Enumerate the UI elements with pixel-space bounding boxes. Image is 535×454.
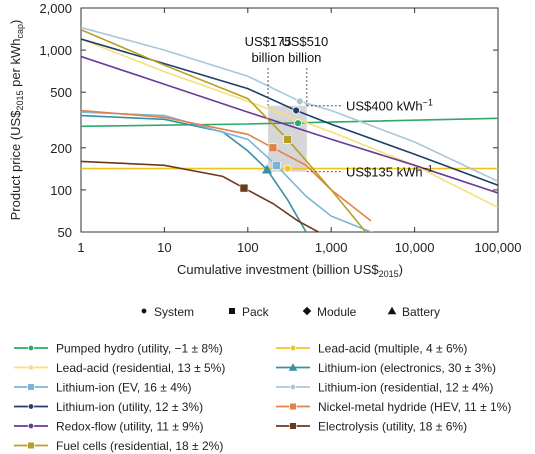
series-legend-marker (289, 344, 297, 352)
marker-legend-symbol (140, 307, 148, 315)
y-axis-label-sub1: 2015 (15, 91, 25, 111)
y-axis-label-part3: ) (8, 20, 23, 24)
series-markers (239, 97, 304, 193)
series-legend-marker (27, 383, 35, 391)
annotation-price-400: US$400 kWh−1 (346, 98, 433, 114)
series-legend-label: Redox-flow (utility, 11 ± 9%) (56, 420, 204, 434)
series-legend-marker (27, 364, 35, 371)
marker-legend-label: Module (317, 305, 357, 319)
series-legend-label: Electrolysis (utility, 18 ± 6%) (318, 420, 467, 434)
annotation-investment-510-line1: US$510 (281, 34, 328, 49)
series-marker (283, 135, 292, 144)
series-legend-marker (289, 383, 297, 391)
series-marker (283, 164, 292, 173)
marker-legend: System Pack Module Battery (140, 305, 440, 319)
y-tick-label: 200 (50, 141, 72, 156)
series-marker (239, 183, 249, 193)
series-legend-label: Lithium-ion (utility, 12 ± 3%) (56, 400, 203, 414)
marker-legend-label: Battery (402, 305, 440, 319)
series-line (81, 114, 307, 232)
x-tick-label: 10 (157, 240, 171, 255)
series-legend-marker (289, 422, 297, 430)
y-axis-label-part2: per kWh (8, 38, 23, 90)
marker-legend-label: System (154, 305, 194, 319)
series-marker (294, 119, 302, 128)
x-axis-label-sub: 2015 (379, 269, 399, 279)
x-tick-label: 1 (77, 240, 84, 255)
series-marker (295, 97, 304, 106)
series-legend-label: Lithium-ion (residential, 12 ± 4%) (318, 381, 493, 395)
series-line (81, 55, 498, 194)
y-axis-label-sub2: cap (15, 24, 25, 39)
x-tick-label: 100,000 (475, 240, 522, 255)
plot-frame (80, 7, 499, 233)
plot-layer: 1 10 100 1,000 10,000 100,000 50 100 200 500 1,000… (39, 1, 521, 255)
marker-legend-symbol (387, 306, 397, 315)
series-legend-label: Lead-acid (residential, 13 ± 5%) (56, 361, 225, 375)
series-legend-marker (27, 441, 35, 450)
series-legend-marker (288, 363, 298, 371)
x-axis-label-part2: ) (399, 262, 403, 277)
series-line (81, 109, 372, 222)
x-axis-label: Cumulative investment (billion US$2015) (177, 262, 403, 279)
y-tick-label: 1,000 (39, 43, 72, 58)
series-legend-marker (289, 402, 297, 411)
x-tick-label: 100 (237, 240, 259, 255)
x-tick-label: 10,000 (395, 240, 435, 255)
series-legend-label: Pumped hydro (utility, −1 ± 8%) (56, 342, 223, 356)
series-legend-label: Lithium-ion (electronics, 30 ± 3%) (318, 361, 496, 375)
y-tick-label: 2,000 (39, 1, 72, 16)
series-marker (292, 106, 301, 115)
series-marker (262, 164, 273, 174)
series-marker (272, 160, 281, 170)
annotation-investment-510-line2: billion (288, 50, 321, 65)
y-tick-label: 50 (58, 225, 72, 240)
annotation-investment-175-line1: US$175 (245, 34, 292, 49)
marker-legend-symbol (228, 307, 236, 315)
series-line (81, 28, 367, 232)
series-marker (268, 143, 278, 153)
annotation-price-400-sup: −1 (423, 98, 433, 108)
marker-legend-label: Pack (242, 305, 270, 319)
series-legend-label: Fuel cells (residential, 18 ± 2%) (56, 439, 223, 453)
series-legend-marker (27, 403, 35, 410)
series-legend-label: Lead-acid (multiple, 4 ± 6%) (318, 342, 467, 356)
series-legend-label: Lithium-ion (EV, 16 ± 4%) (56, 381, 192, 395)
y-tick-label: 100 (50, 183, 72, 198)
marker-legend-symbol (302, 306, 312, 316)
annotation-price-135: US$135 kWh−1 (346, 164, 433, 180)
x-axis-label-part1: Cumulative investment (billion US$ (177, 262, 379, 277)
series-line (81, 117, 498, 128)
series-legend-label: Nickel-metal hydride (HEV, 11 ± 1%) (318, 400, 511, 414)
y-axis-label: Product price (US$2015 per kWhcap) (8, 20, 25, 221)
series-line (81, 38, 498, 209)
annotation-price-135-sup: −1 (423, 164, 433, 174)
series-legend-marker (27, 422, 35, 430)
x-tick-label: 1,000 (315, 240, 348, 255)
series-legend: Pumped hydro (utility, −1 ± 8%) Lead-acid… (14, 342, 511, 453)
annotation-investment-175-line2: billion (251, 50, 284, 65)
y-tick-label: 500 (50, 85, 72, 100)
series-legend-marker (27, 344, 35, 352)
y-axis-label-part1: Product price (US$ (8, 110, 23, 221)
